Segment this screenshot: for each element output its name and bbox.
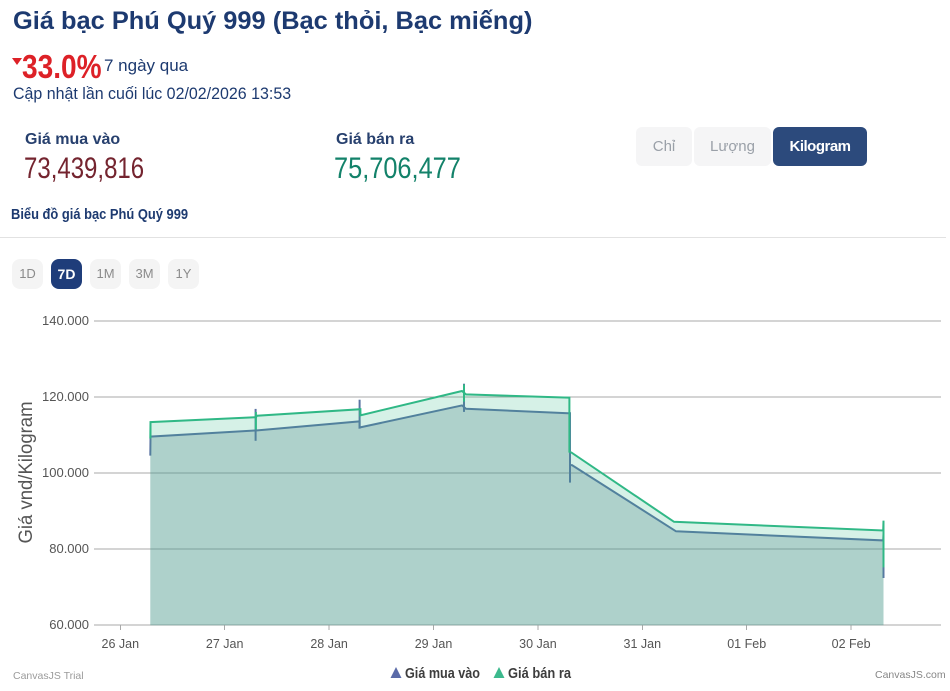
svg-text:02 Feb: 02 Feb — [832, 637, 871, 651]
svg-text:120.000: 120.000 — [42, 389, 89, 404]
svg-text:29 Jan: 29 Jan — [415, 637, 453, 651]
svg-text:30 Jan: 30 Jan — [519, 637, 557, 651]
svg-text:28 Jan: 28 Jan — [310, 637, 348, 651]
svg-text:60.000: 60.000 — [49, 617, 89, 632]
svg-text:140.000: 140.000 — [42, 313, 89, 328]
svg-text:27 Jan: 27 Jan — [206, 637, 244, 651]
svg-text:100.000: 100.000 — [42, 465, 89, 480]
svg-text:31 Jan: 31 Jan — [624, 637, 662, 651]
svg-text:Giá bán ra: Giá bán ra — [508, 666, 572, 682]
svg-text:26 Jan: 26 Jan — [102, 637, 140, 651]
svg-text:Giá mua vào: Giá mua vào — [405, 666, 480, 682]
svg-text:Giá vnd/Kilogram: Giá vnd/Kilogram — [16, 402, 37, 544]
svg-text:80.000: 80.000 — [49, 541, 89, 556]
svg-text:01 Feb: 01 Feb — [727, 637, 766, 651]
